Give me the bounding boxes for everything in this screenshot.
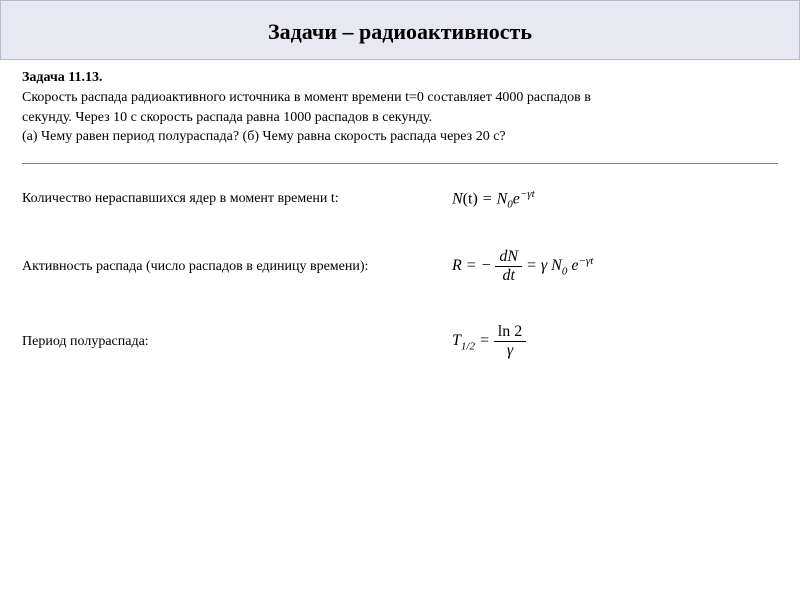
label-activity: Активность распада (число распадов в еди…: [22, 259, 392, 275]
header-banner: Задачи – радиоактивность: [0, 0, 800, 60]
problem-line-2: секунду. Через 10 с скорость распада рав…: [22, 108, 778, 128]
problem-number: Задача 11.13.: [22, 70, 778, 86]
formula-row-1: Количество нераспавшихся ядер в момент в…: [22, 188, 778, 211]
problem-line-3: (а) Чему равен период полураспада? (б) Ч…: [22, 127, 778, 147]
formula-row-2: Активность распада (число распадов в еди…: [22, 248, 778, 285]
page-title: Задачи – радиоактивность: [21, 19, 779, 45]
formula-activity: R = − dNdt = γ N0 e−γt: [392, 248, 593, 285]
formula-half-life: T1/2 = ln 2γ: [392, 323, 526, 360]
problem-line-1: Скорость распада радиоактивного источник…: [22, 88, 778, 108]
formula-row-3: Период полураспада: T1/2 = ln 2γ: [22, 323, 778, 360]
problem-statement: Задача 11.13. Скорость распада радиоакти…: [0, 60, 800, 155]
label-half-life: Период полураспада:: [22, 334, 392, 350]
formulas-section: Количество нераспавшихся ядер в момент в…: [0, 164, 800, 361]
formula-decay-law: N(t) = N0e−γt: [392, 188, 535, 211]
label-nuclei-count: Количество нераспавшихся ядер в момент в…: [22, 191, 392, 207]
